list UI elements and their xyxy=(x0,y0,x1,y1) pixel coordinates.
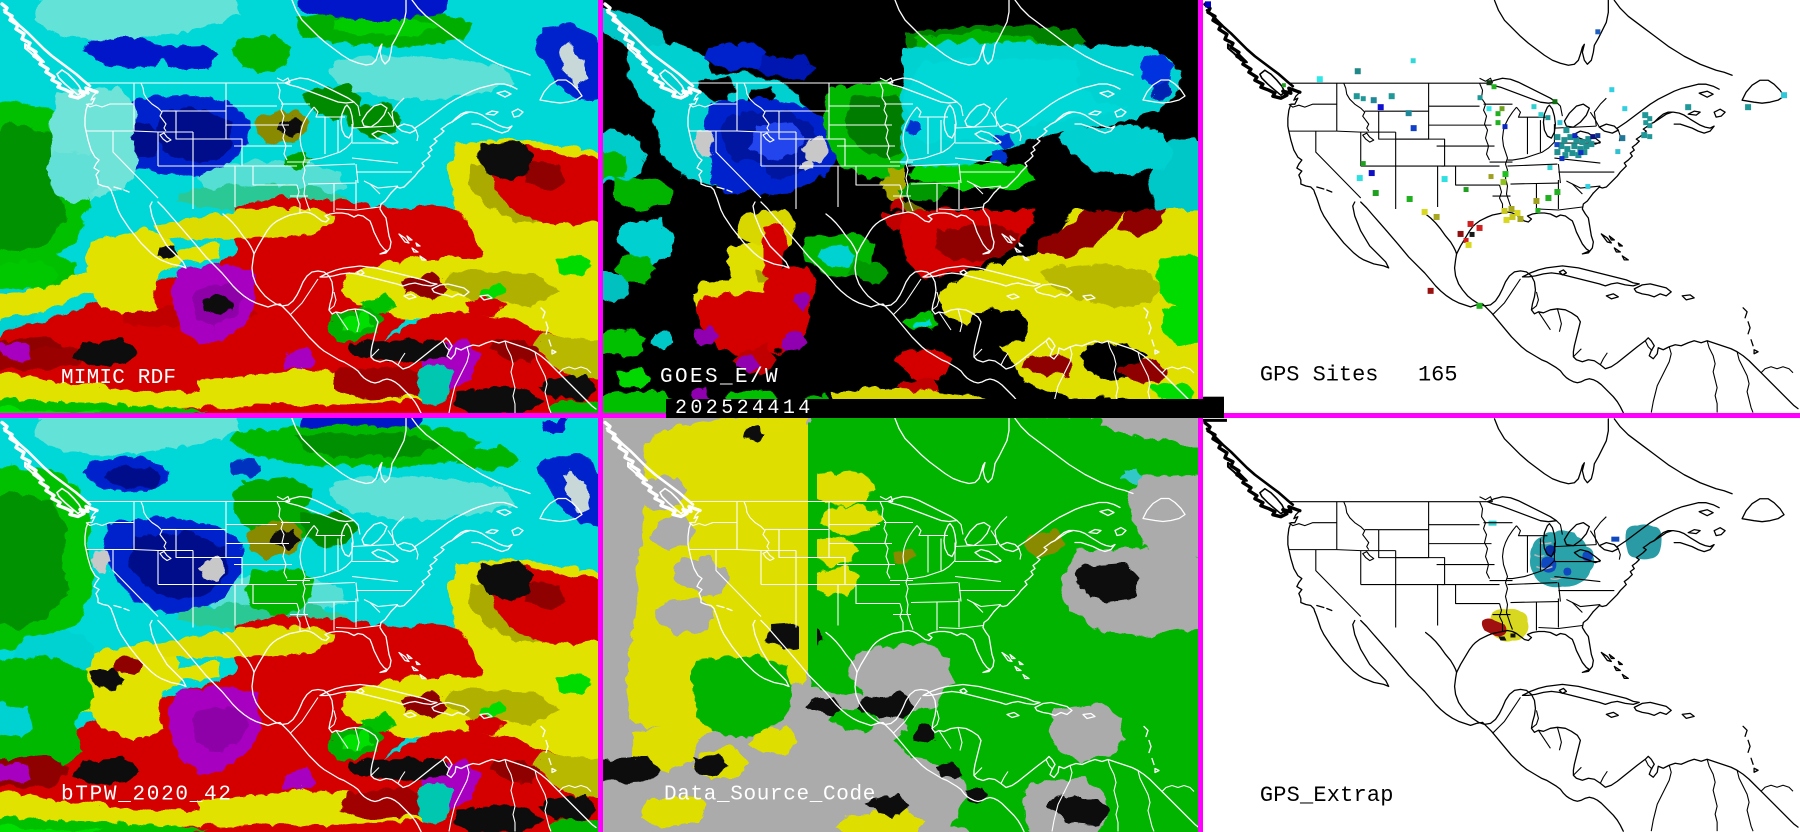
svg-text:Data_Source_Code: Data_Source_Code xyxy=(664,784,876,807)
svg-text:GPS_Extrap: GPS_Extrap xyxy=(1260,783,1394,808)
svg-text:MIMIC RDF: MIMIC RDF xyxy=(61,367,176,390)
svg-text:GPS Sites 165: GPS Sites 165 xyxy=(1260,363,1458,388)
svg-text:bTPW_2020_42: bTPW_2020_42 xyxy=(61,784,233,807)
svg-text:GOES_E/W: GOES_E/W xyxy=(660,366,780,389)
